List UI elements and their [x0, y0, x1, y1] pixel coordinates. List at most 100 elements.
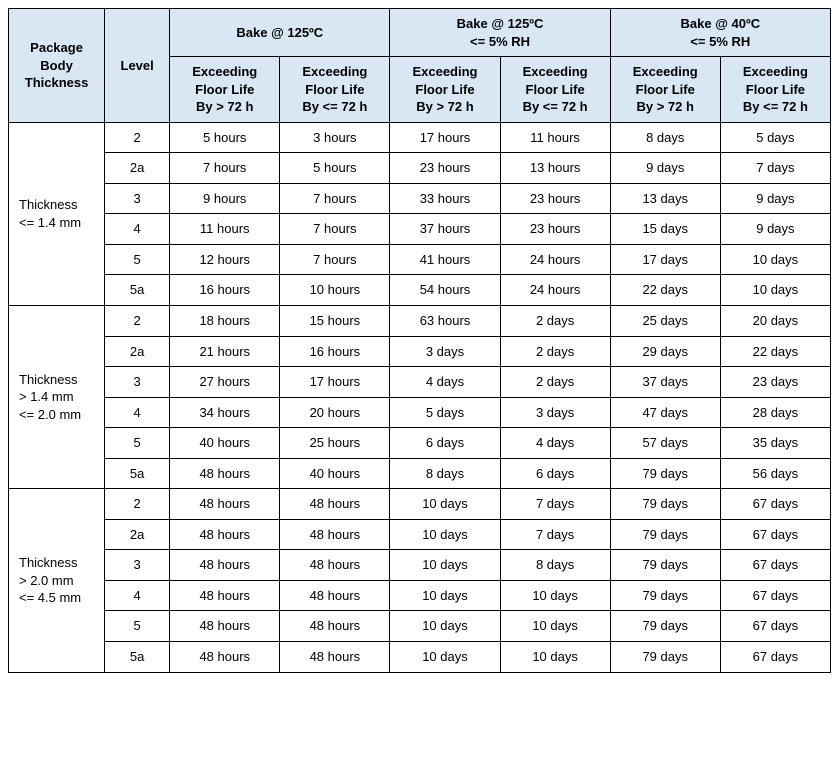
data-cell: 17 hours [390, 122, 500, 153]
data-cell: 67 days [720, 580, 830, 611]
data-cell: 4 days [500, 428, 610, 459]
table-row: 434 hours20 hours5 days3 days47 days28 d… [9, 397, 831, 428]
level-cell: 4 [105, 580, 170, 611]
level-cell: 3 [105, 183, 170, 214]
data-cell: 79 days [610, 611, 720, 642]
col-sub-le72: ExceedingFloor LifeBy <= 72 h [500, 57, 610, 123]
thickness-group-label: Thickness> 1.4 mm<= 2.0 mm [9, 306, 105, 489]
data-cell: 22 days [720, 336, 830, 367]
data-cell: 57 days [610, 428, 720, 459]
data-cell: 23 hours [500, 214, 610, 245]
data-cell: 3 days [500, 397, 610, 428]
data-cell: 12 hours [170, 244, 280, 275]
data-cell: 79 days [610, 458, 720, 489]
data-cell: 67 days [720, 611, 830, 642]
data-cell: 5 days [390, 397, 500, 428]
data-cell: 25 days [610, 306, 720, 337]
table-row: 2a48 hours48 hours10 days7 days79 days67… [9, 519, 831, 550]
data-cell: 5 days [720, 122, 830, 153]
data-cell: 48 hours [170, 519, 280, 550]
table-row: 2a21 hours16 hours3 days2 days29 days22 … [9, 336, 831, 367]
data-cell: 3 hours [280, 122, 390, 153]
table-row: 5a48 hours48 hours10 days10 days79 days6… [9, 642, 831, 673]
level-cell: 5 [105, 611, 170, 642]
data-cell: 48 hours [280, 550, 390, 581]
level-cell: 3 [105, 550, 170, 581]
data-cell: 33 hours [390, 183, 500, 214]
data-cell: 79 days [610, 550, 720, 581]
data-cell: 8 days [500, 550, 610, 581]
col-header-level: Level [105, 9, 170, 123]
data-cell: 48 hours [170, 580, 280, 611]
data-cell: 10 days [390, 519, 500, 550]
data-cell: 48 hours [170, 611, 280, 642]
data-cell: 48 hours [280, 489, 390, 520]
level-cell: 5 [105, 428, 170, 459]
data-cell: 10 days [500, 642, 610, 673]
data-cell: 21 hours [170, 336, 280, 367]
level-cell: 2a [105, 336, 170, 367]
level-cell: 2a [105, 519, 170, 550]
data-cell: 48 hours [170, 550, 280, 581]
table-row: 5a16 hours10 hours54 hours24 hours22 day… [9, 275, 831, 306]
data-cell: 5 hours [280, 153, 390, 184]
data-cell: 29 days [610, 336, 720, 367]
thickness-group-label: Thickness<= 1.4 mm [9, 122, 105, 305]
data-cell: 8 days [390, 458, 500, 489]
data-cell: 67 days [720, 519, 830, 550]
col-sub-le72: ExceedingFloor LifeBy <= 72 h [280, 57, 390, 123]
data-cell: 7 hours [280, 214, 390, 245]
data-cell: 56 days [720, 458, 830, 489]
level-cell: 5a [105, 642, 170, 673]
table-row: 39 hours7 hours33 hours23 hours13 days9 … [9, 183, 831, 214]
data-cell: 6 days [500, 458, 610, 489]
data-cell: 54 hours [390, 275, 500, 306]
data-cell: 79 days [610, 580, 720, 611]
data-cell: 22 days [610, 275, 720, 306]
data-cell: 48 hours [280, 580, 390, 611]
data-cell: 7 days [500, 519, 610, 550]
table-row: 448 hours48 hours10 days10 days79 days67… [9, 580, 831, 611]
data-cell: 48 hours [170, 642, 280, 673]
table-body: Thickness<= 1.4 mm2 5 hours3 hours17 hour… [9, 122, 831, 672]
data-cell: 41 hours [390, 244, 500, 275]
data-cell: 9 days [720, 183, 830, 214]
data-cell: 13 days [610, 183, 720, 214]
data-cell: 79 days [610, 642, 720, 673]
data-cell: 67 days [720, 642, 830, 673]
data-cell: 11 hours [500, 122, 610, 153]
col-group-125c-5rh: Bake @ 125ºC<= 5% RH [390, 9, 610, 57]
data-cell: 10 days [500, 580, 610, 611]
data-cell: 10 days [390, 489, 500, 520]
data-cell: 15 hours [280, 306, 390, 337]
level-cell: 2 [105, 306, 170, 337]
thickness-group-label: Thickness> 2.0 mm<= 4.5 mm [9, 489, 105, 672]
table-row: 540 hours25 hours6 days4 days57 days35 d… [9, 428, 831, 459]
data-cell: 35 days [720, 428, 830, 459]
col-sub-gt72: ExceedingFloor LifeBy > 72 h [390, 57, 500, 123]
table-row: Thickness> 1.4 mm<= 2.0 mm218 hours15 ho… [9, 306, 831, 337]
level-cell: 4 [105, 214, 170, 245]
data-cell: 27 hours [170, 367, 280, 398]
data-cell: 9 days [610, 153, 720, 184]
data-cell: 23 hours [500, 183, 610, 214]
data-cell: 23 days [720, 367, 830, 398]
bake-times-table: PackageBodyThickness Level Bake @ 125ºC … [8, 8, 831, 673]
data-cell: 10 days [390, 550, 500, 581]
level-cell: 5a [105, 458, 170, 489]
data-cell: 79 days [610, 519, 720, 550]
data-cell: 37 hours [390, 214, 500, 245]
data-cell: 2 days [500, 306, 610, 337]
data-cell: 47 days [610, 397, 720, 428]
data-cell: 10 days [500, 611, 610, 642]
col-sub-gt72: ExceedingFloor LifeBy > 72 h [610, 57, 720, 123]
level-cell: 5 [105, 244, 170, 275]
data-cell: 17 days [610, 244, 720, 275]
col-group-40c-5rh: Bake @ 40ºC<= 5% RH [610, 9, 830, 57]
data-cell: 7 days [720, 153, 830, 184]
table-row: Thickness<= 1.4 mm25 hours3 hours17 hour… [9, 122, 831, 153]
data-cell: 40 hours [170, 428, 280, 459]
data-cell: 37 days [610, 367, 720, 398]
data-cell: 23 hours [390, 153, 500, 184]
data-cell: 7 hours [170, 153, 280, 184]
